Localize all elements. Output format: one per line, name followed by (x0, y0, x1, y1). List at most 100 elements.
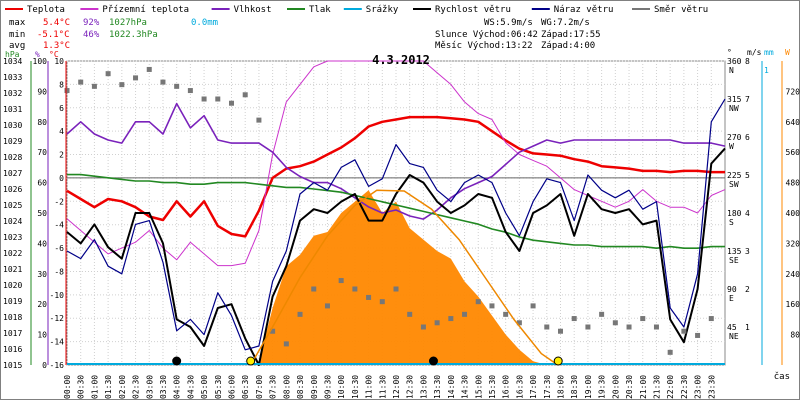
temperature-axis-unit: °C (49, 50, 59, 59)
wind-direction-point (420, 324, 426, 330)
series-rychlost-vetru (66, 147, 726, 366)
wind-direction-point (64, 88, 70, 94)
legend-label: Vlhkost (234, 5, 272, 15)
wind-direction-point (187, 88, 193, 94)
wind-tick-label: 1 (745, 323, 750, 332)
x-tick-label: 23:00 (694, 375, 703, 399)
pressure-tick-label: 1017 (3, 329, 22, 338)
direction-tick-name: E (729, 294, 734, 303)
series-teoreticke-zareni (250, 189, 559, 366)
x-tick-label: 16:00 (502, 375, 511, 399)
temperature-tick-label: -16 (50, 361, 65, 370)
x-tick-label: 06:00 (228, 375, 237, 399)
series-tlak (67, 173, 725, 249)
info-moon-set: Západ:4:00 (541, 41, 595, 51)
wind-direction-point (544, 324, 550, 330)
temperature-tick-label: 6 (59, 104, 64, 113)
humidity-tick-label: 70 (37, 148, 47, 157)
wind-direction-point (626, 324, 632, 330)
temperature-tick-label: 2 (59, 151, 64, 160)
wind-direction-point (393, 286, 399, 292)
x-tick-label: 15:30 (488, 375, 497, 399)
wind-tick-label: 4 (745, 209, 750, 218)
stat-max-hum: 92% (83, 18, 100, 28)
direction-tick-label: 360 (727, 57, 742, 66)
pressure-tick-label: 1024 (3, 217, 22, 226)
stat-min-label: min (9, 30, 25, 40)
solar-tick-label: 80 (790, 331, 800, 340)
x-tick-label: 03:00 (145, 375, 154, 399)
wind-direction-point (352, 286, 358, 292)
x-tick-label: 21:30 (652, 375, 661, 399)
series-slunecni-zareni (258, 190, 547, 365)
solar-tick-label: 720 (786, 87, 800, 96)
pressure-tick-label: 1020 (3, 281, 22, 290)
direction-tick-name: NE (729, 332, 739, 341)
legend-label: Přízemní teplota (102, 5, 189, 15)
wind-tick-label: 7 (745, 95, 750, 104)
humidity-axis-unit: % (35, 50, 40, 59)
x-tick-label: 08:30 (296, 375, 305, 399)
temperature-tick-label: 0 (59, 174, 64, 183)
x-tick-label: 13:00 (419, 375, 428, 399)
wind-direction-point (119, 82, 125, 88)
temperature-tick-label: 10 (54, 57, 64, 66)
x-tick-label: 11:00 (365, 375, 374, 399)
temperature-tick-label: -6 (54, 244, 64, 253)
pressure-tick-label: 1018 (3, 313, 22, 322)
pressure-tick-label: 1016 (3, 345, 22, 354)
x-tick-label: 15:00 (474, 375, 483, 399)
x-tick-label: 11:30 (378, 375, 387, 399)
x-tick-label: 14:00 (447, 375, 456, 399)
wind-direction-point (653, 324, 659, 330)
temperature-tick-label: -2 (54, 197, 64, 206)
wind-direction-point (215, 96, 221, 102)
x-tick-label: 21:00 (639, 375, 648, 399)
info-moon-rise: Měsíc Východ:13:22 (435, 41, 533, 51)
temperature-tick-label: -12 (50, 314, 65, 323)
wind-direction-point (489, 303, 495, 309)
info-wg: WG:7.2m/s (541, 18, 590, 28)
solar-tick-label: 160 (786, 300, 800, 309)
x-tick-label: 06:30 (241, 375, 250, 399)
humidity-tick-label: 60 (37, 179, 47, 188)
pressure-tick-label: 1022 (3, 249, 22, 258)
direction-tick-name: NW (729, 104, 739, 113)
direction-tick-label: 90 (727, 285, 737, 294)
wind-direction-point (242, 92, 248, 98)
x-tick-label: 03:30 (159, 375, 168, 399)
x-tick-label: 20:30 (625, 375, 634, 399)
moonset-marker (172, 356, 182, 366)
stat-min-temp: -5.1°C (37, 30, 70, 40)
pressure-tick-label: 1031 (3, 105, 22, 114)
wind-direction-point (256, 117, 262, 123)
pressure-tick-label: 1034 (3, 57, 22, 66)
x-tick-label: 16:30 (515, 375, 524, 399)
x-tick-label: 01:30 (104, 375, 113, 399)
wind-direction-point (530, 303, 536, 309)
legend-label: Srážky (366, 5, 399, 15)
pressure-tick-label: 1030 (3, 121, 22, 130)
series-teplota (66, 115, 725, 238)
stat-max-rain: 0.0mm (191, 18, 218, 28)
solar-tick-label: 400 (786, 209, 800, 218)
series-naraz-vetru (66, 98, 726, 351)
legend-label: Náraz větru (554, 5, 614, 15)
pressure-tick-label: 1032 (3, 89, 22, 98)
wind-direction-point (324, 303, 330, 309)
humidity-tick-label: 10 (37, 331, 47, 340)
pressure-tick-label: 1029 (3, 137, 22, 146)
wind-direction-point (160, 79, 166, 85)
x-tick-label: 00:00 (63, 375, 72, 399)
x-tick-label: 07:30 (269, 375, 278, 399)
axes: hPa% °C1034103310321031103010291028102710… (3, 48, 800, 399)
wind-direction-point (599, 311, 605, 317)
temperature-tick-label: 8 (59, 80, 64, 89)
direction-axis-unit: ° (727, 48, 732, 57)
direction-tick-name: S (729, 218, 734, 227)
x-tick-label: 12:30 (406, 375, 415, 399)
solar-axis-unit: W (785, 48, 790, 57)
x-tick-label: 08:00 (282, 375, 291, 399)
direction-tick-label: 45 (727, 323, 737, 332)
